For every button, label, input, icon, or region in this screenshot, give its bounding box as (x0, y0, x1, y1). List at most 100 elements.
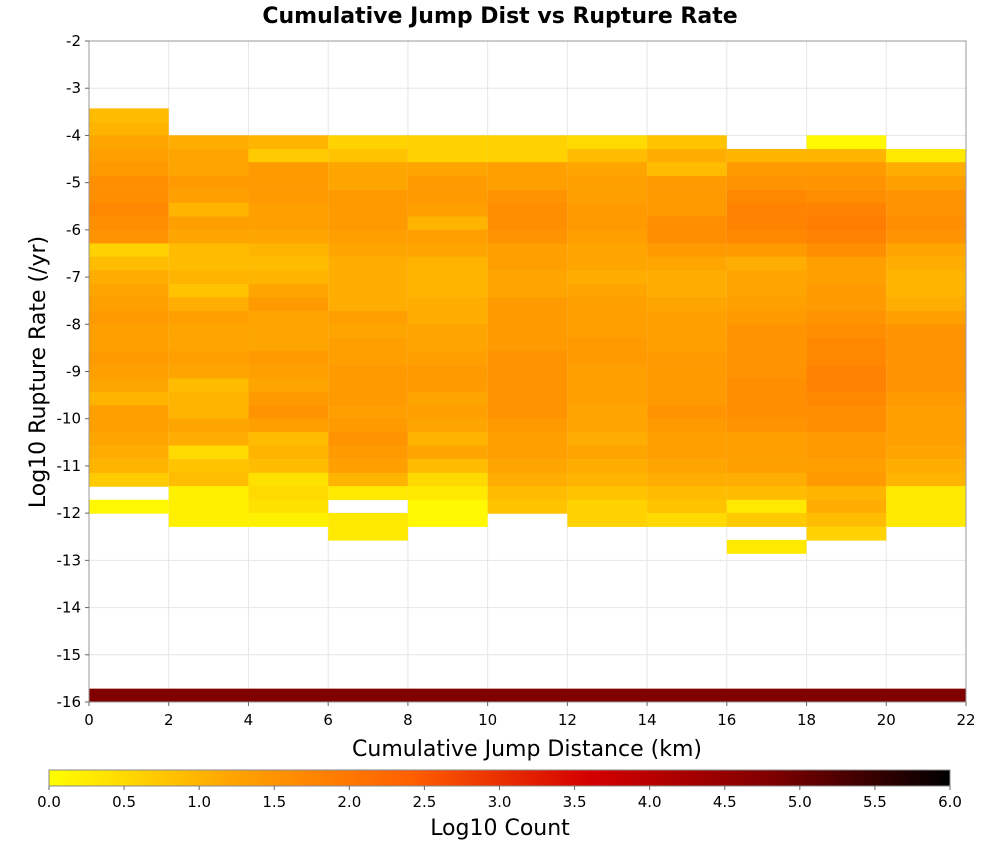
heatmap-cell (168, 324, 249, 339)
heatmap-cell (806, 243, 887, 258)
heatmap-cell (487, 459, 568, 474)
heatmap-cell (407, 364, 488, 379)
y-tick-label: -4 (66, 126, 81, 144)
heatmap-cell (567, 432, 648, 447)
heatmap-cell (328, 445, 408, 460)
heatmap-cell (328, 243, 408, 258)
heatmap-cell (647, 513, 727, 527)
heatmap-cell (248, 499, 329, 514)
heatmap-cell (567, 162, 648, 177)
heatmap-cell (567, 513, 648, 527)
heatmap-cell (168, 499, 249, 514)
heatmap-cell (567, 243, 648, 258)
heatmap-cell (487, 148, 568, 163)
x-tick-label: 20 (877, 711, 896, 729)
heatmap-cell (487, 243, 568, 258)
heatmap-cell (248, 297, 329, 312)
heatmap-cell (647, 324, 727, 339)
y-tick-label: -15 (57, 646, 82, 664)
x-tick-label: 6 (323, 711, 333, 729)
heatmap-cell (407, 175, 488, 190)
heatmap-cell (89, 175, 169, 190)
colorbar-tick-label: 3.0 (488, 793, 512, 811)
colorbar-tick-label: 0.0 (37, 793, 61, 811)
heatmap-cell (248, 175, 329, 190)
heatmap-cell (647, 284, 727, 298)
heatmap-cell (248, 310, 329, 325)
heatmap-cell (806, 284, 887, 298)
heatmap-cell (567, 202, 648, 217)
heatmap-cell (886, 202, 966, 217)
heatmap-cell (567, 310, 648, 325)
heatmap-cell (487, 297, 568, 312)
heatmap-cell (726, 324, 807, 339)
heatmap-cell (168, 284, 249, 298)
heatmap-cell (89, 216, 169, 231)
heatmap-cell (886, 270, 966, 285)
heatmap-cell (328, 284, 408, 298)
heatmap-cell (487, 216, 568, 231)
heatmap-cell (328, 148, 408, 163)
heatmap-cell (806, 459, 887, 474)
chart-title: Cumulative Jump Dist vs Rupture Rate (262, 4, 737, 29)
x-tick-label: 8 (403, 711, 413, 729)
heatmap-cell (407, 432, 488, 447)
heatmap-cell (168, 270, 249, 285)
heatmap-cell (647, 175, 727, 190)
heatmap-cell (886, 499, 966, 514)
heatmap-cell (89, 418, 169, 433)
heatmap-cell (567, 364, 648, 379)
heatmap-cell (567, 391, 648, 406)
heatmap-cell (407, 499, 488, 514)
heatmap-cell (407, 405, 488, 420)
colorbar-tick-label: 2.0 (337, 793, 361, 811)
heatmap-cell (248, 324, 329, 339)
heatmap-cell (647, 310, 727, 325)
heatmap-cell (168, 364, 249, 379)
heatmap-cell (328, 364, 408, 379)
heatmap-cell (248, 162, 329, 177)
heatmap-cell (168, 418, 249, 433)
heatmap-cell (567, 324, 648, 339)
heatmap-cell (886, 432, 966, 447)
heatmap-cell (168, 189, 249, 204)
heatmap-cell (328, 310, 408, 325)
colorbar-tick-label: 2.5 (412, 793, 436, 811)
heatmap-cell (328, 216, 408, 231)
heatmap-cell (328, 378, 408, 393)
heatmap-cell (407, 162, 488, 177)
heatmap-cell (567, 337, 648, 352)
heatmap-cell (567, 351, 648, 365)
heatmap-cell (806, 405, 887, 420)
heatmap-cell (886, 405, 966, 420)
heatmap-cell (487, 418, 568, 433)
heatmap-cell (168, 432, 249, 447)
heatmap-cell (647, 459, 727, 474)
heatmap-cell (168, 486, 249, 500)
heatmap-cell (248, 418, 329, 433)
heatmap-cell (407, 324, 488, 339)
colorbar-tick-label: 5.5 (863, 793, 887, 811)
heatmap-cell (806, 526, 887, 541)
y-axis-ticks: -2 -3 -4 -5 -6 -7 -8 -9 -10 -11 -12 -13 -14 -15 -16 (57, 32, 89, 711)
heatmap-cell (806, 432, 887, 447)
y-tick-label: -7 (66, 268, 81, 286)
heatmap-cell (647, 391, 727, 406)
heatmap-cell (328, 472, 408, 487)
heatmap-cell (886, 148, 966, 163)
heatmap-cell (248, 189, 329, 204)
heatmap-cell (487, 486, 568, 500)
heatmap-cell (806, 445, 887, 460)
y-tick-label: -9 (66, 363, 81, 381)
heatmap-cell (726, 432, 807, 447)
heatmap-cell (806, 324, 887, 339)
heatmap-cell (407, 202, 488, 217)
heatmap-cell (328, 418, 408, 433)
heatmap-bottom-band (89, 688, 966, 703)
heatmap-cell (726, 270, 807, 285)
x-tick-label: 18 (797, 711, 816, 729)
heatmap-cell (168, 513, 249, 527)
heatmap-cell (328, 391, 408, 406)
colorbar-tick-label: 3.5 (563, 793, 587, 811)
heatmap-cell (168, 216, 249, 231)
